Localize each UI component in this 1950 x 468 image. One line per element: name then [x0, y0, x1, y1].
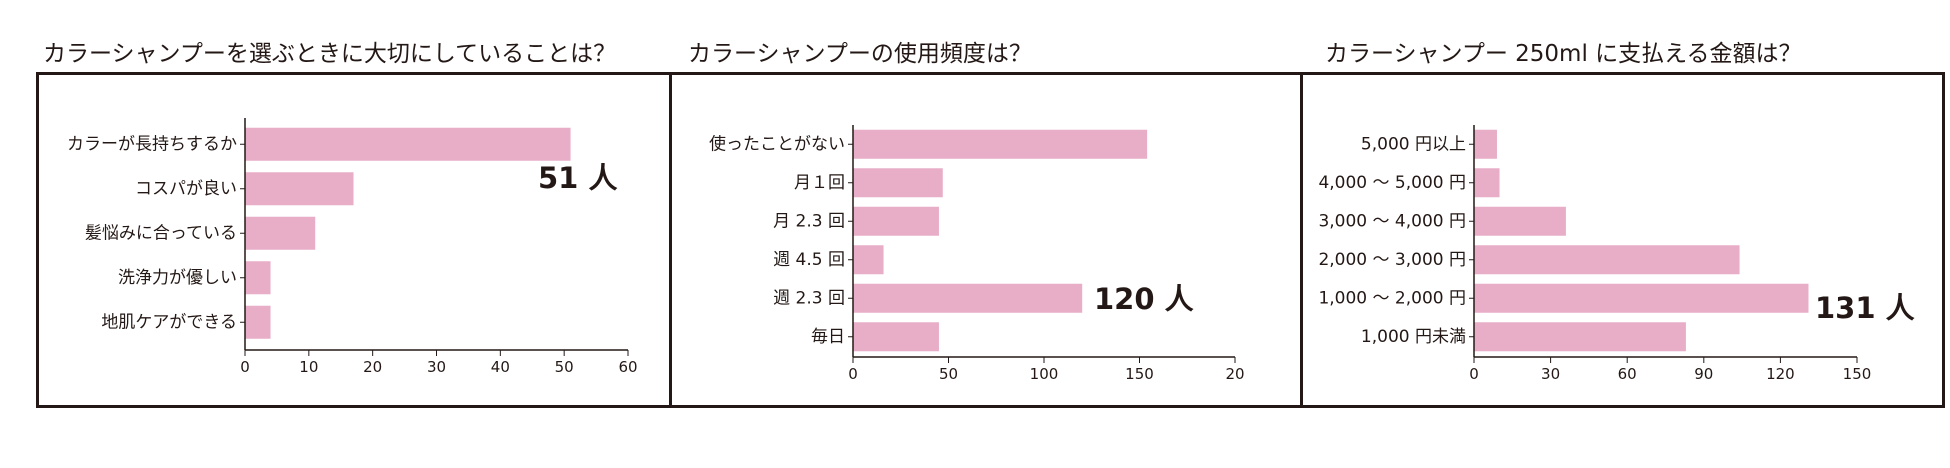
x-tick-label: 120	[1766, 365, 1795, 383]
category-label: 1,000 〜 2,000 円	[1318, 288, 1466, 308]
x-tick-label: 150	[1843, 365, 1872, 383]
bar-4	[1474, 245, 1740, 275]
category-label: カラーが長持ちするか	[67, 134, 237, 154]
x-tick-label: 30	[427, 358, 446, 376]
x-tick-label: 0	[240, 358, 250, 376]
bar-1	[1474, 129, 1497, 159]
chart-3-title: カラーシャンプー 250ml に支払える金額は？	[1325, 41, 1802, 67]
bar-5	[853, 283, 1083, 313]
x-tick-label: 0	[1469, 365, 1479, 383]
x-tick-label: 20	[363, 358, 382, 376]
chart-1: カラーが長持ちするかコスパが良い髪悩みに合っている洗浄力が優しい地肌ケアができる…	[67, 118, 638, 376]
category-label: 髪悩みに合っている	[85, 223, 237, 243]
category-label: 月 2.3 回	[773, 211, 845, 231]
category-label: 3,000 〜 4,000 円	[1318, 211, 1466, 231]
x-tick-label: 150	[1125, 365, 1154, 383]
bar-6	[853, 322, 939, 352]
chart-3: 5,000 円以上 4,000 〜 5,000 円 3,000 〜 4,000 円 2…	[1318, 125, 1915, 383]
x-tick-label: 10	[299, 358, 318, 376]
x-tick-label: 40	[491, 358, 510, 376]
bar-5	[1474, 283, 1809, 313]
bar-3	[245, 216, 316, 250]
category-label: 週 2.3 回	[773, 288, 845, 308]
x-tick-label: 50	[939, 365, 958, 383]
x-tick-label: 20	[1225, 365, 1244, 383]
charts-frame	[36, 72, 1945, 408]
bar-2	[1474, 168, 1500, 198]
bar-4	[853, 245, 884, 275]
category-label: コスパが良い	[135, 179, 237, 199]
chart-1-title: カラーシャンプーを選ぶときに大切にしていることは？	[43, 41, 617, 67]
category-label: 5,000 円以上	[1361, 134, 1466, 154]
x-tick-label: 30	[1541, 365, 1560, 383]
bar-3	[1474, 206, 1566, 236]
annotation-label: 120 人	[1094, 282, 1194, 316]
x-tick-label: 90	[1694, 365, 1713, 383]
category-label: 2,000 〜 3,000 円	[1318, 250, 1466, 270]
category-label: 地肌ケアができる	[101, 312, 237, 332]
category-label: 洗浄力が優しい	[118, 268, 237, 288]
x-tick-label: 60	[618, 358, 637, 376]
x-tick-label: 0	[848, 365, 858, 383]
x-tick-label: 50	[555, 358, 574, 376]
bar-6	[1474, 322, 1686, 352]
chart-2-title: カラーシャンプーの使用頻度は？	[688, 41, 1032, 67]
x-tick-label: 60	[1618, 365, 1637, 383]
category-label: 毎日	[811, 327, 845, 347]
bar-4	[245, 261, 271, 295]
bar-1	[853, 129, 1148, 159]
category-label: 月１回	[794, 173, 845, 193]
x-tick-label: 100	[1030, 365, 1059, 383]
panel-divider-1	[669, 75, 672, 405]
category-label: 1,000 円未満	[1361, 327, 1466, 347]
panel-divider-2	[1300, 75, 1303, 405]
bar-5	[245, 305, 271, 339]
annotation-label: 131 人	[1815, 291, 1915, 325]
bar-2	[245, 172, 354, 206]
bar-3	[853, 206, 939, 236]
annotation-label: 51 人	[538, 161, 617, 195]
bar-1	[245, 127, 571, 161]
category-label: 週 4.5 回	[773, 250, 845, 270]
category-label: 4,000 〜 5,000 円	[1318, 173, 1466, 193]
category-label: 使ったことがない	[709, 133, 845, 154]
bar-2	[853, 168, 943, 198]
